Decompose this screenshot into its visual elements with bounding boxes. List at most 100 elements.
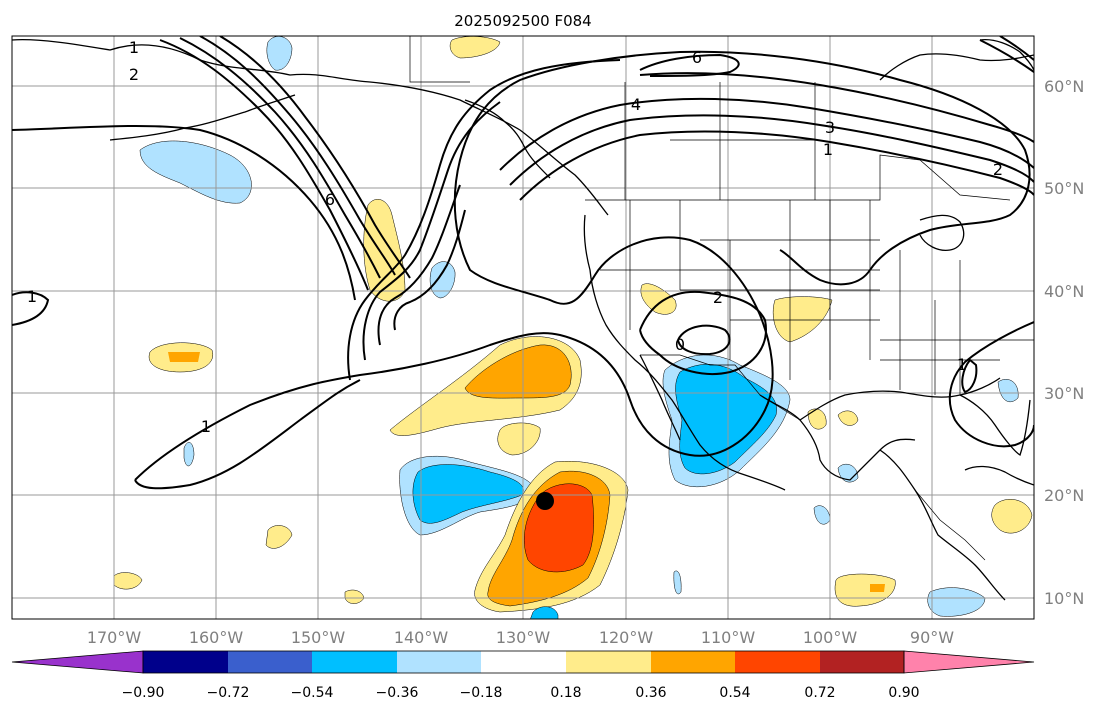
anomaly-blob-south-yellow1 — [265, 525, 293, 549]
coastline-cuba — [964, 465, 1034, 486]
colorbar-tick: 0.72 — [804, 685, 835, 701]
contour-trough-5 — [219, 36, 411, 279]
lon-label: 130°W — [496, 628, 551, 647]
contour-trough-4 — [199, 36, 396, 276]
anomaly-blob-florida-blue — [997, 379, 1019, 402]
contour-1-pacific-closure — [134, 379, 361, 490]
colorbar-tick: −0.90 — [122, 685, 165, 701]
contour-jet-2 — [509, 114, 1034, 186]
colorbar-extend-left — [11, 650, 144, 674]
lon-label: 90°W — [910, 628, 954, 647]
contour-1-tr2 — [999, 36, 1034, 61]
coastline-great-lakes — [919, 214, 965, 251]
contour-ridge-2 — [377, 184, 461, 346]
colorbar-segment — [651, 651, 735, 673]
colorbar-tick-labels: −0.90 −0.72 −0.54 −0.36 −0.18 0.18 0.36 … — [122, 685, 920, 701]
border-us-canada — [585, 154, 1011, 201]
contour-ridge-top — [639, 53, 740, 77]
anomaly-blob-gulf-yellow — [837, 410, 859, 426]
contour-trough-2 — [159, 39, 369, 291]
contour-trough-3 — [179, 37, 381, 279]
contour-label: 2 — [993, 160, 1003, 179]
anomaly-blob-hawaii-orange — [168, 352, 200, 362]
anomaly-blob-plains-yellow — [772, 296, 833, 343]
border-states-2 — [880, 250, 1034, 395]
lon-label: 150°W — [291, 628, 346, 647]
contour-jet-1 — [499, 97, 1034, 171]
border-states-1 — [600, 200, 880, 380]
map-area: 1 2 6 4 3 1 2 6 2 1 1 0 1 — [12, 36, 1034, 619]
contour-label: 1 — [823, 140, 833, 159]
contour-label: 1 — [129, 38, 139, 57]
colorbar-tick: −0.18 — [460, 685, 503, 701]
map-title: 2025092500 F084 — [454, 12, 591, 30]
contour-2-east — [961, 358, 978, 394]
lon-label: 110°W — [701, 628, 756, 647]
contour-label: 2 — [129, 65, 139, 84]
lon-axis-labels: 170°W 160°W 150°W 140°W 130°W 120°W 110°… — [87, 628, 954, 647]
storm-position-marker — [536, 492, 554, 510]
contour-label: 6 — [325, 190, 335, 209]
colorbar-extend-right — [903, 650, 1035, 674]
colorbar-segment — [228, 651, 312, 673]
colorbar-segment — [397, 651, 481, 673]
contour-label: 6 — [692, 48, 702, 67]
contour-1-west — [12, 291, 50, 326]
anomaly-blob-panama-blue — [927, 587, 986, 617]
lon-label: 140°W — [394, 628, 449, 647]
lat-label: 60°N — [1044, 77, 1084, 96]
contour-label: 3 — [825, 118, 835, 137]
coastline-baja — [639, 354, 681, 441]
anomaly-shading — [113, 36, 1033, 619]
anomaly-blob-top-blue — [266, 36, 293, 71]
coastline-aleutians — [109, 94, 296, 141]
border-canada-provinces — [624, 82, 816, 200]
contour-label: 1 — [957, 355, 967, 374]
contour-0-closed — [677, 324, 731, 356]
contour-jet-3 — [519, 130, 1034, 201]
contour-label: 0 — [675, 335, 685, 354]
anomaly-blob-baja-orange — [464, 344, 572, 399]
colorbar-tick: 0.54 — [719, 685, 750, 701]
coastline-west-us — [583, 214, 786, 491]
colorbar: −0.90 −0.72 −0.54 −0.36 −0.18 0.18 0.36 … — [11, 650, 1035, 701]
border-us-mexico — [640, 354, 801, 421]
coastline-hudson — [879, 53, 1034, 81]
coastline-greenland — [979, 39, 1034, 71]
colorbar-tick: 0.18 — [550, 685, 581, 701]
anomaly-blob-hawaii-blue — [183, 442, 195, 467]
contour-label: 4 — [631, 95, 641, 114]
coastline-yucatan — [879, 449, 1006, 601]
colorbar-tick: 0.36 — [635, 685, 666, 701]
contour-labels: 1 2 6 4 3 1 2 6 2 1 1 0 1 — [27, 38, 1003, 436]
lat-label: 20°N — [1044, 486, 1084, 505]
colorbar-segment — [143, 651, 228, 673]
contour-ridge-3 — [393, 209, 466, 331]
lon-label: 170°W — [87, 628, 142, 647]
colorbar-segment — [735, 651, 820, 673]
colorbar-tick: −0.54 — [291, 685, 334, 701]
anomaly-blob-south-yellow2 — [113, 572, 143, 590]
contour-1-tr — [979, 39, 1034, 73]
contour-trough-1 — [12, 124, 356, 301]
contour-label: 2 — [713, 288, 723, 307]
colorbar-tick: 0.90 — [888, 685, 919, 701]
anomaly-blob-storm-blue — [412, 464, 524, 524]
contour-1-east — [948, 321, 1034, 448]
coastline-gulf-us — [799, 377, 1001, 421]
contour-label: 1 — [201, 417, 211, 436]
anomaly-blob-gulf-yellow2 — [807, 408, 827, 430]
lon-label: 160°W — [189, 628, 244, 647]
contour-2-inner — [347, 59, 621, 381]
colorbar-segment — [481, 651, 566, 673]
colorbar-segment — [566, 651, 651, 673]
lat-label: 40°N — [1044, 282, 1084, 301]
lat-label: 30°N — [1044, 384, 1084, 403]
anomaly-blob-cuba-yellow — [991, 499, 1033, 534]
colorbar-tick: −0.72 — [207, 685, 250, 701]
border-central-america — [914, 489, 986, 561]
lat-axis-labels: 60°N 50°N 40°N 30°N 20°N 10°N — [1044, 77, 1084, 608]
border-alaska-canada — [409, 36, 470, 83]
anomaly-blob-small-yellow — [497, 422, 541, 456]
lat-label: 10°N — [1044, 589, 1084, 608]
